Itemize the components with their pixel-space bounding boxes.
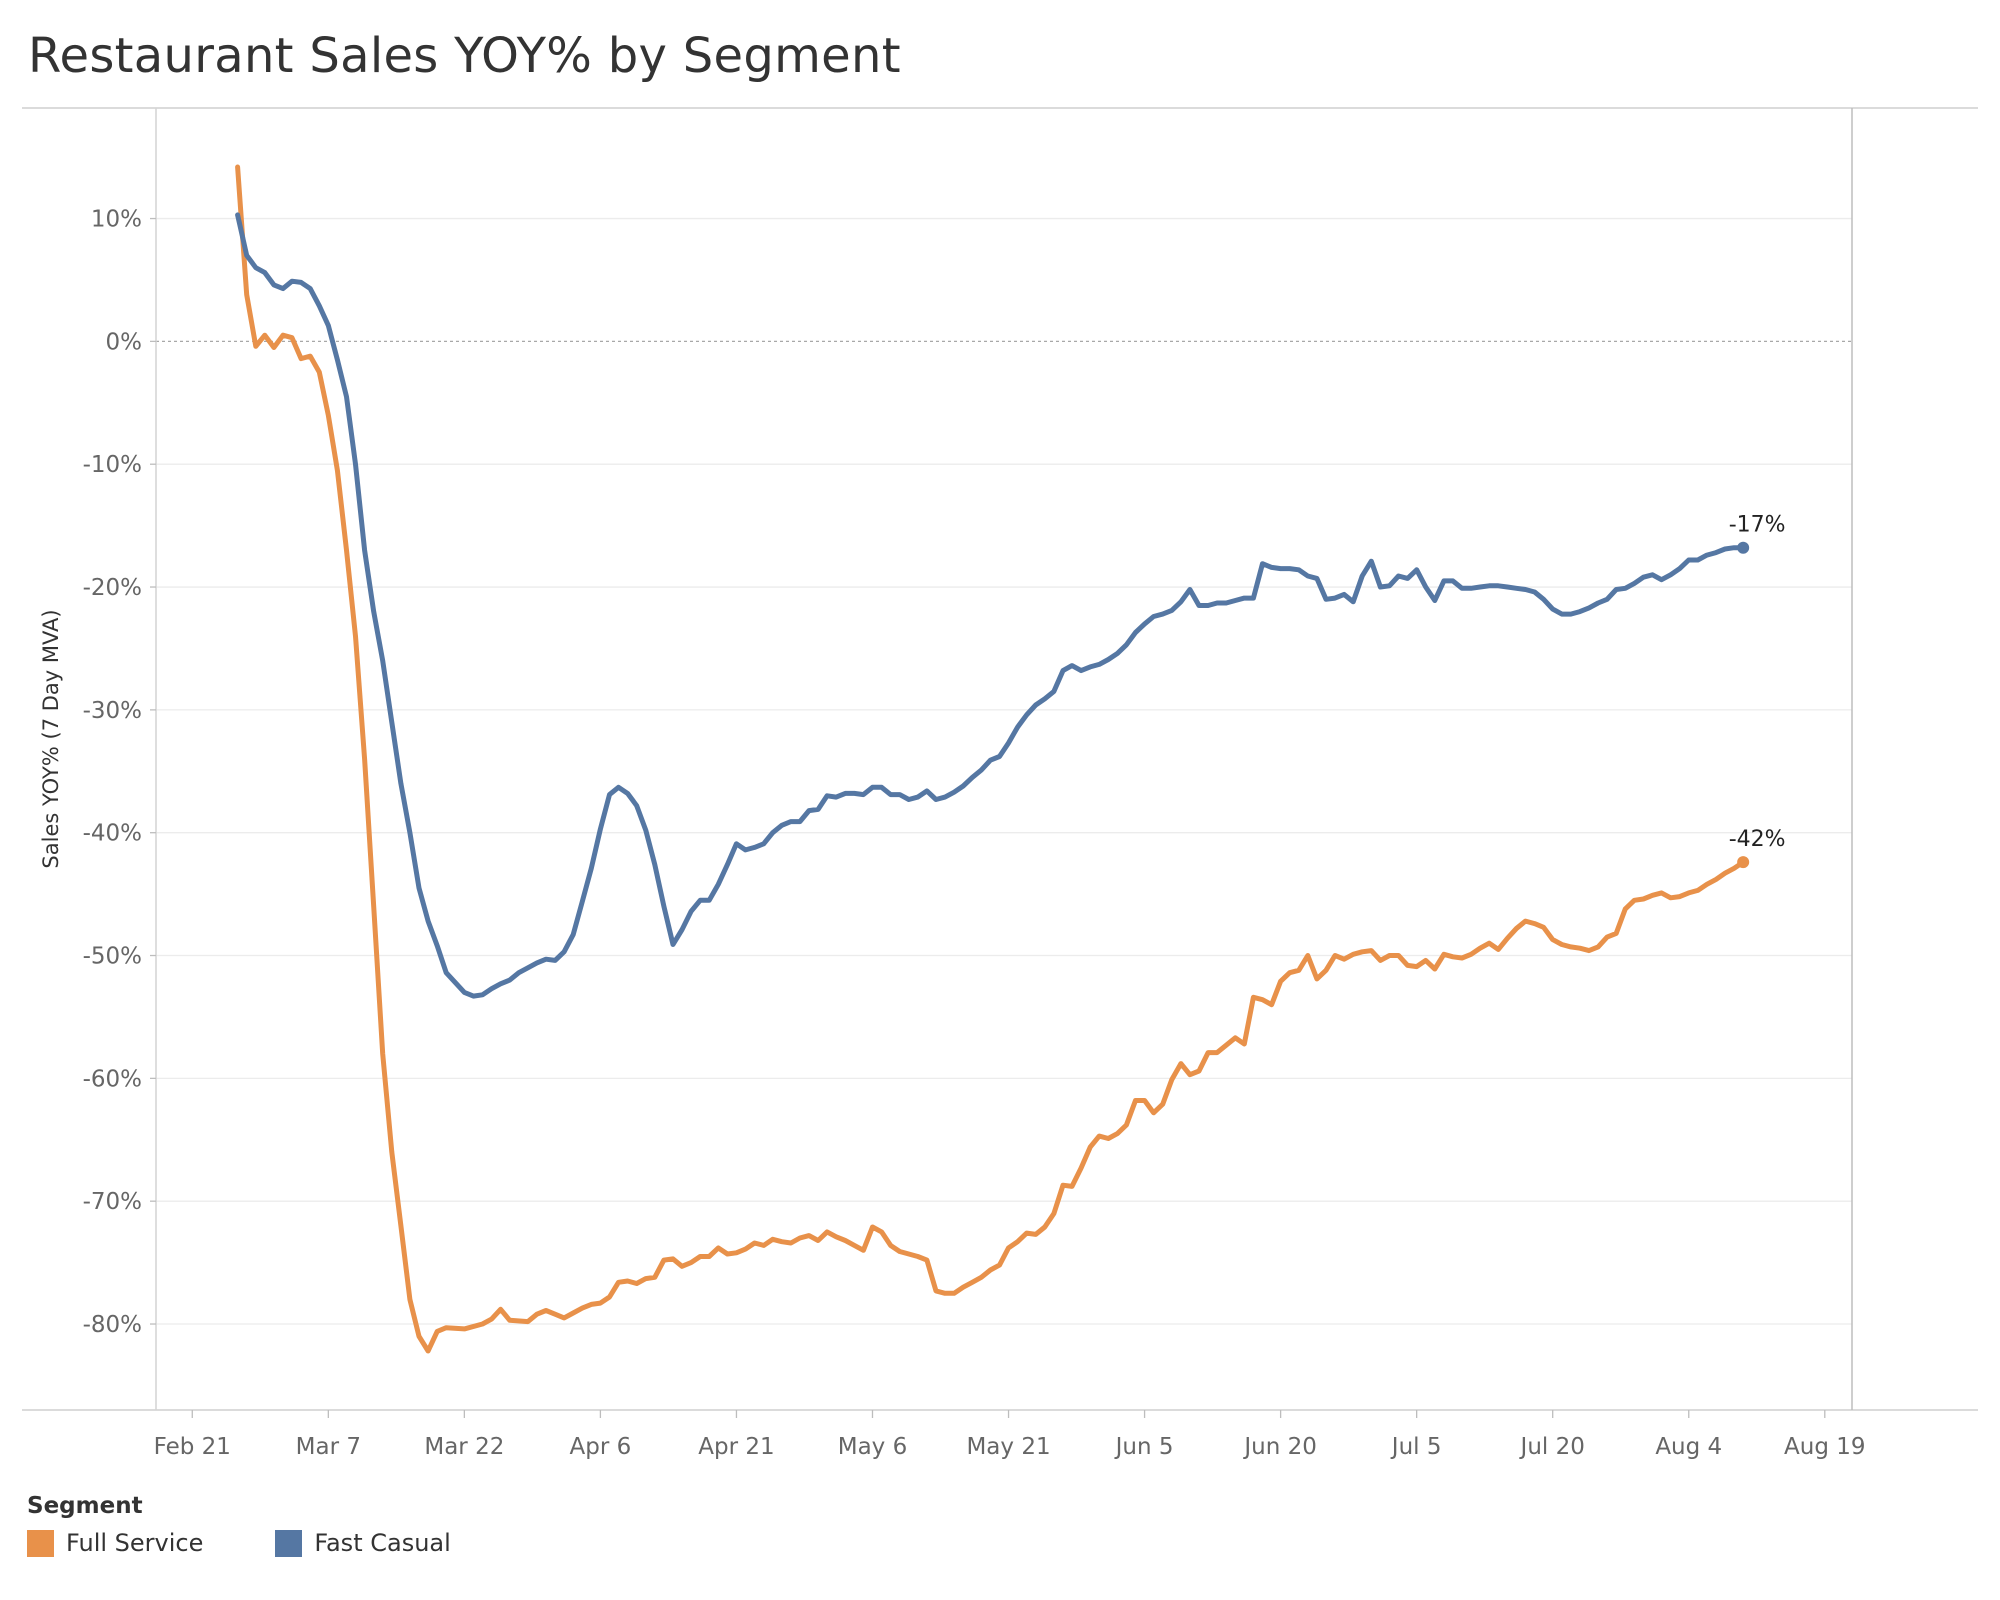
legend-title: Segment (27, 1493, 143, 1519)
x-tick-label: Jul 20 (1519, 1434, 1585, 1460)
y-tick-label: -60% (83, 1066, 142, 1092)
end-point-full-service (1737, 856, 1750, 869)
y-tick-label: 10% (91, 207, 142, 233)
y-tick-label: -80% (83, 1312, 142, 1338)
x-tick-label: Jun 5 (1114, 1434, 1174, 1460)
y-tick-label: -40% (83, 821, 142, 847)
y-tick-label: 0% (106, 329, 143, 355)
x-tick-label: May 21 (966, 1434, 1050, 1460)
x-tick-label: Aug 4 (1655, 1434, 1722, 1460)
x-tick-label: Jun 20 (1242, 1434, 1317, 1460)
y-tick-label: -70% (83, 1189, 142, 1215)
x-axis: Feb 21 Mar 7 Mar 22 Apr 6 Apr 21 May 6 May 21 J… (154, 1410, 1866, 1460)
series-line-fast-casual (235, 212, 1746, 999)
y-axis: 10% 0% -10% -20% -30% -40% -50% -60% -70% -80% (83, 207, 156, 1338)
x-tick-label: Jul 5 (1390, 1434, 1442, 1460)
x-tick-label: Apr 21 (698, 1434, 774, 1460)
end-labels: -42% -17% (1729, 513, 1786, 869)
series-line-full-service (235, 164, 1746, 1354)
legend-swatch-full-service (27, 1529, 54, 1557)
end-label-fast-casual: -17% (1729, 513, 1786, 538)
end-point-fast-casual (1737, 541, 1750, 554)
plot-frame (22, 107, 1978, 1411)
gridlines (156, 217, 1852, 1325)
x-tick-label: May 6 (838, 1434, 908, 1460)
chart-title: Restaurant Sales YOY% by Segment (28, 28, 901, 84)
y-tick-label: -20% (83, 575, 142, 601)
y-tick-label: -50% (83, 944, 142, 970)
series-lines (235, 164, 1746, 1354)
x-tick-label: Mar 22 (424, 1434, 504, 1460)
end-label-full-service: -42% (1729, 827, 1786, 852)
x-tick-label: Mar 7 (296, 1434, 361, 1460)
x-tick-label: Aug 19 (1784, 1434, 1866, 1460)
x-tick-label: Apr 6 (570, 1434, 632, 1460)
legend-label-full-service: Full Service (66, 1529, 204, 1557)
legend-swatch-fast-casual (275, 1529, 303, 1557)
x-tick-label: Feb 21 (154, 1434, 231, 1460)
legend: Segment Full Service Fast Casual (27, 1493, 451, 1557)
legend-item-full-service[interactable]: Full Service (27, 1529, 203, 1557)
y-tick-label: -30% (83, 698, 142, 724)
legend-item-fast-casual[interactable]: Fast Casual (275, 1529, 451, 1557)
legend-label-fast-casual: Fast Casual (314, 1529, 451, 1557)
y-axis-title: Sales YOY% (7 Day MVA) (39, 609, 63, 868)
y-tick-label: -10% (83, 452, 142, 478)
